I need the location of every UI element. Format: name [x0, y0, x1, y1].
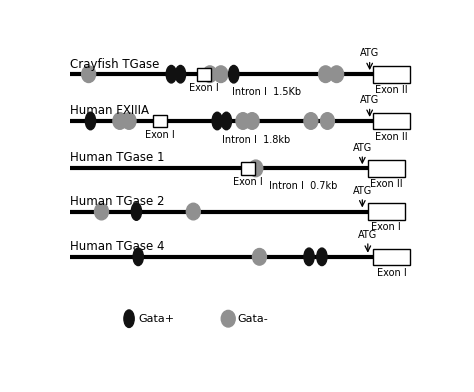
- Text: Exon II: Exon II: [375, 132, 408, 142]
- Text: Exon I: Exon I: [233, 177, 263, 187]
- Ellipse shape: [85, 112, 96, 130]
- Text: Exon I: Exon I: [145, 130, 175, 140]
- Ellipse shape: [186, 203, 201, 220]
- Text: Human FXIIIA: Human FXIIIA: [70, 104, 149, 117]
- Text: Exon II: Exon II: [370, 179, 402, 189]
- Text: Human TGase 2: Human TGase 2: [70, 195, 165, 208]
- Text: Intron I  1.5Kb: Intron I 1.5Kb: [232, 87, 301, 97]
- Ellipse shape: [329, 66, 344, 82]
- Text: Gata+: Gata+: [138, 314, 174, 324]
- Bar: [153, 114, 167, 127]
- Text: ATG: ATG: [358, 230, 377, 240]
- Ellipse shape: [124, 310, 134, 327]
- Text: Exon II: Exon II: [375, 85, 408, 95]
- Text: ATG: ATG: [353, 185, 372, 196]
- Text: ATG: ATG: [360, 48, 379, 58]
- Text: Exon I: Exon I: [371, 222, 401, 232]
- Bar: [374, 113, 410, 129]
- Ellipse shape: [245, 113, 259, 129]
- Ellipse shape: [319, 66, 333, 82]
- Bar: [368, 160, 405, 177]
- Text: Human TGase 1: Human TGase 1: [70, 151, 165, 164]
- Bar: [368, 203, 405, 220]
- Ellipse shape: [236, 113, 250, 129]
- Ellipse shape: [317, 248, 327, 265]
- Ellipse shape: [203, 66, 217, 82]
- Ellipse shape: [82, 66, 96, 82]
- Ellipse shape: [212, 112, 222, 130]
- Ellipse shape: [221, 112, 231, 130]
- Text: Gata-: Gata-: [237, 314, 268, 324]
- Text: Human TGase 4: Human TGase 4: [70, 240, 165, 253]
- Ellipse shape: [253, 249, 266, 265]
- Ellipse shape: [221, 310, 235, 327]
- Ellipse shape: [133, 248, 143, 265]
- Text: Intron I  1.8kb: Intron I 1.8kb: [222, 134, 290, 145]
- Ellipse shape: [228, 65, 239, 83]
- Text: Crayfish TGase: Crayfish TGase: [70, 58, 160, 71]
- Text: Intron I  0.7kb: Intron I 0.7kb: [269, 181, 338, 191]
- Bar: [241, 162, 255, 175]
- Text: ATG: ATG: [360, 95, 379, 105]
- Ellipse shape: [214, 66, 228, 82]
- Text: Exon I: Exon I: [189, 83, 219, 93]
- Ellipse shape: [320, 113, 334, 129]
- Bar: [374, 249, 410, 265]
- Text: Exon I: Exon I: [377, 267, 407, 278]
- Ellipse shape: [113, 113, 127, 129]
- Ellipse shape: [175, 65, 186, 83]
- Ellipse shape: [131, 203, 142, 220]
- Ellipse shape: [122, 113, 136, 129]
- Bar: [197, 68, 211, 80]
- Ellipse shape: [94, 203, 109, 220]
- Ellipse shape: [304, 248, 314, 265]
- Bar: [374, 66, 410, 82]
- Ellipse shape: [166, 65, 176, 83]
- Ellipse shape: [249, 160, 263, 177]
- Ellipse shape: [304, 113, 318, 129]
- Text: ATG: ATG: [353, 143, 372, 153]
